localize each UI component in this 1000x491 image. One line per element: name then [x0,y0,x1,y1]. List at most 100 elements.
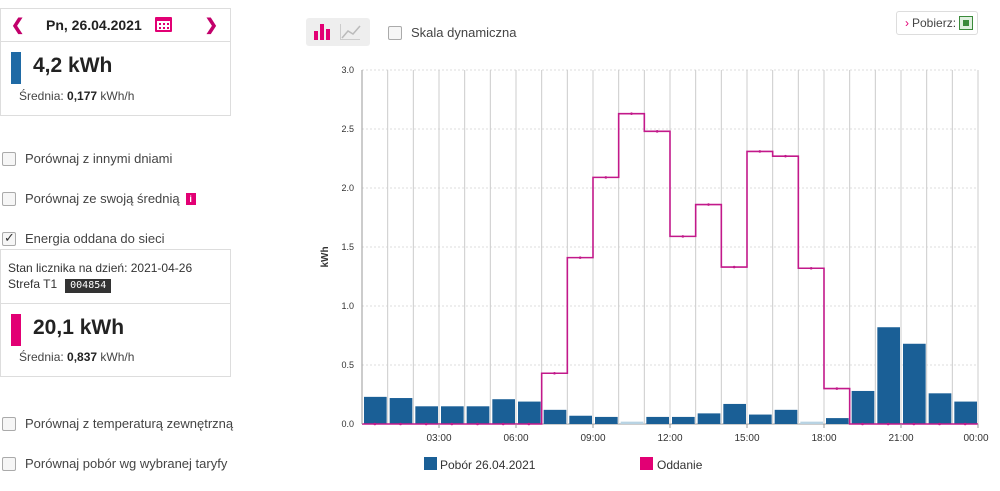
line-chart-icon[interactable] [340,24,361,40]
consumption-bar [620,421,644,424]
info-icon[interactable]: i [185,192,196,205]
excel-icon[interactable] [959,16,974,30]
line-chart-glyph [341,25,361,39]
consumption-average: Średnia: 0,177 kWh/h [19,89,134,103]
consumption-bar [723,403,746,424]
compare-avg-option[interactable]: Porównaj ze swoją średnią i [2,191,196,206]
returned-point [450,422,454,426]
dynamic-scale-label: Skala dynamiczna [411,25,517,40]
chevron-right-icon: › [905,16,909,30]
compare-tariff-checkbox[interactable] [2,456,16,471]
download-button[interactable]: › Pobierz: [896,11,979,35]
prev-day-button[interactable]: ❮ [11,17,25,34]
compare-temp-checkbox[interactable] [2,416,16,431]
returned-point [886,422,890,426]
download-label: Pobierz: [912,16,957,30]
y-tick-label: 1.0 [341,301,354,311]
returned-point [655,130,659,133]
avg-label: Średnia: [19,89,64,103]
y-tick-label: 2.0 [341,183,354,193]
compare-days-checkbox[interactable] [2,151,16,166]
returned-point [732,265,736,269]
consumption-bar [954,401,977,424]
date-navigator: ❮ Pn, 26.04.2021 ❯ [1,9,230,42]
consumption-bar [543,409,567,424]
returned-point [681,235,685,238]
consumption-bar [877,327,900,424]
energy-returned-checkbox[interactable] [2,230,16,246]
consumption-bar [492,399,515,424]
x-tick-label: 00:00 [963,433,988,444]
x-tick-label: 15:00 [734,433,759,444]
legend-swatch-consumption [424,457,437,470]
returned-point [424,422,428,426]
dynamic-scale-option[interactable]: Skala dynamiczna [388,25,517,40]
meter-value: 004854 [65,279,112,293]
returned-point [707,203,710,206]
avg-label: Średnia: [19,350,64,364]
returned-value: 20,1 kWh [33,316,125,339]
returned-point [912,422,916,426]
consumption-bar [466,406,490,424]
energy-returned-label: Energia oddana do sieci [25,231,165,246]
chart-type-switch [306,18,370,46]
y-tick-label: 3.0 [341,65,354,75]
meter-zone: Strefa T1 [8,277,58,291]
chart-axes: 0.0 0.5 1.0 1.5 2.0 2.5 3.0 03:00 06:00 09:00 12:0… [320,65,989,444]
consumption-bar [928,393,952,424]
consumption-value: 4,2 kWh [33,54,113,77]
returned-point [630,112,633,115]
y-axis-label: kWh [320,246,331,267]
consumption-bars [364,327,977,424]
compare-temp-label: Porównaj z temperaturą zewnętrzną [25,416,234,431]
returned-point [501,422,505,426]
consumption-bar [646,416,669,424]
returned-point [784,154,787,158]
returned-total: 20,1 kWh [1,304,230,346]
x-tick-label: 06:00 [503,433,528,444]
compare-avg-checkbox[interactable] [2,191,16,206]
avg-unit: kWh/h [100,89,135,103]
chart-legend: Pobór 26.04.2021 Oddanie [424,457,703,472]
consumption-bar [774,409,798,424]
returned-point [835,387,839,390]
date-summary-box: ❮ Pn, 26.04.2021 ❯ 4,2 kWh Średnia: 0,17… [0,8,231,116]
x-tick-label: 12:00 [657,433,682,444]
avg-value: 0,837 [67,350,98,364]
consumption-bar [826,418,849,424]
calendar-icon[interactable] [155,17,172,32]
next-day-button[interactable]: ❯ [204,17,218,34]
returned-point [527,422,531,426]
legend-label-returned: Oddanie [657,458,703,472]
consumption-bar [903,343,926,424]
meter-title: Stan licznika na dzień: 2021-04-26 [8,261,193,275]
dynamic-scale-checkbox[interactable] [388,25,402,40]
consumption-bar [415,406,438,424]
consumption-bar [518,401,541,424]
selected-date: Pn, 26.04.2021 [46,17,142,33]
returned-point [399,422,402,426]
compare-days-option[interactable]: Porównaj z innymi dniami [2,151,172,166]
y-tick-label: 0.0 [341,419,354,429]
returned-line [362,112,978,426]
returned-point [758,150,762,153]
y-tick-label: 2.5 [341,124,354,134]
returned-point [476,422,479,426]
consumption-bar [595,416,618,424]
energy-returned-option[interactable]: Energia oddana do sieci [2,230,165,246]
consumption-bar [441,406,464,424]
x-tick-label: 18:00 [811,433,836,444]
avg-unit: kWh/h [100,350,135,364]
consumption-bar [749,414,772,424]
consumption-bar [569,415,592,424]
compare-tariff-label: Porównaj pobór wg wybranej taryfy [25,456,228,471]
returned-point [809,266,813,270]
bar-chart-icon[interactable] [314,24,332,40]
returned-point [938,422,941,426]
compare-temp-option[interactable]: Porównaj z temperaturą zewnętrzną [2,416,233,431]
compare-avg-label: Porównaj ze swoją średnią [25,191,180,206]
consumption-bar [697,413,721,424]
compare-tariff-option[interactable]: Porównaj pobór wg wybranej taryfy [2,456,227,471]
consumption-bar [672,416,695,424]
consumption-bar [389,398,413,424]
